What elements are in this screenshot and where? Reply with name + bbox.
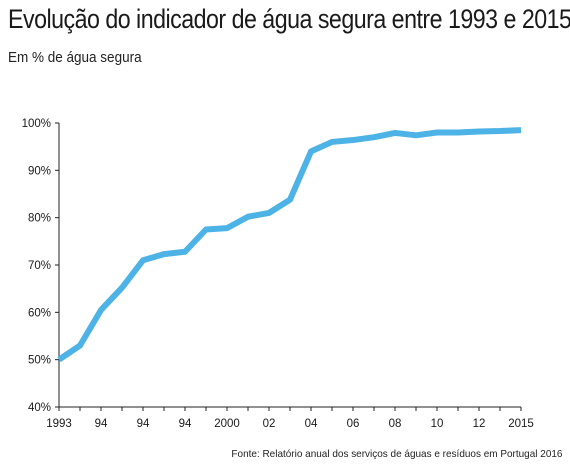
tick-labels: 100% 90% 80% 70% 60% 50% 40% 1993 94 94 94 2000 02 04…	[22, 118, 534, 430]
x-tick-label: 12	[473, 418, 486, 430]
chart-subtitle: Em % de água segura	[8, 49, 142, 66]
source-note: Fonte: Relatório anual dos serviços de á…	[230, 448, 562, 460]
x-tick-label: 94	[179, 418, 192, 430]
y-tick-label: 70%	[28, 260, 51, 272]
y-tick-label: 60%	[28, 307, 51, 319]
x-tick-label: 94	[95, 418, 108, 430]
x-tick-label: 2000	[214, 418, 240, 430]
series-group	[57, 127, 522, 363]
x-tick-label: 02	[263, 418, 276, 430]
x-tick-label: 06	[347, 418, 360, 430]
series-line	[57, 127, 522, 363]
y-tick-label: 90%	[28, 165, 51, 177]
y-tick-label: 100%	[22, 118, 51, 130]
y-tick-label: 50%	[28, 355, 51, 367]
x-tick-label: 10	[431, 418, 444, 430]
x-tick-label: 94	[137, 418, 150, 430]
x-tick-label: 08	[389, 418, 402, 430]
x-tick-label: 04	[305, 418, 318, 430]
x-tick-label: 2015	[508, 418, 534, 430]
y-tick-label: 80%	[28, 213, 51, 225]
y-tick-label: 40%	[28, 402, 51, 414]
axes	[58, 123, 521, 408]
ticks	[55, 122, 522, 411]
x-tick-label: 1993	[46, 418, 72, 430]
chart-title: Evolução do indicador de água segura ent…	[8, 4, 570, 34]
